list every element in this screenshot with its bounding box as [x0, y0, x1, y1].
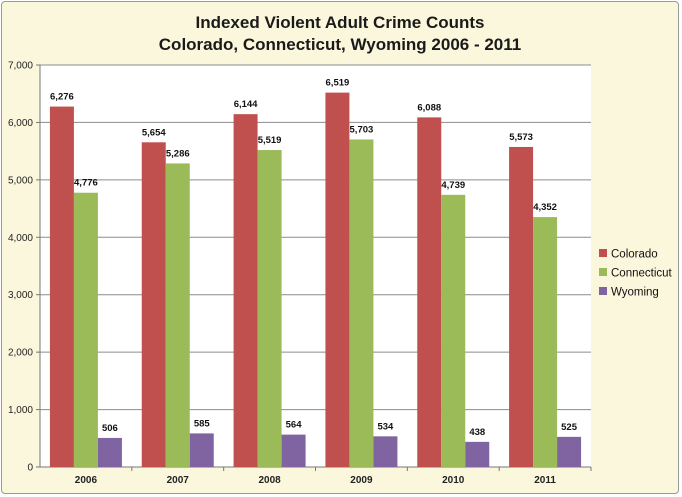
bar-wyoming: [557, 436, 582, 467]
y-tick-label: 1,000: [8, 405, 33, 416]
bars: [49, 92, 582, 468]
chart-title: Indexed Violent Adult Crime Counts: [195, 13, 484, 32]
x-tick-label: 2010: [442, 475, 465, 486]
bar-colorado: [417, 117, 442, 468]
data-label: 4,739: [441, 180, 465, 191]
bar-colorado: [325, 92, 350, 468]
data-label: 5,286: [166, 148, 190, 159]
y-tick-label: 6,000: [8, 118, 33, 129]
data-label: 4,776: [74, 178, 98, 189]
bar-connecticut: [165, 163, 190, 468]
bar-connecticut: [349, 139, 374, 467]
legend-label: Connecticut: [611, 268, 673, 280]
axes: 0 1,000 2,000 3,000 4,000 5,000 6,000 7,000 2006…: [8, 61, 592, 486]
data-label: 6,519: [326, 78, 350, 89]
bar-wyoming: [189, 433, 214, 467]
x-tick-label: 2009: [350, 475, 373, 486]
y-tick-label: 4,000: [8, 233, 33, 244]
legend-swatch: [599, 249, 607, 257]
bar-wyoming: [281, 434, 306, 467]
legend-swatch: [599, 268, 607, 276]
bar-connecticut: [73, 192, 98, 468]
data-label: 5,654: [142, 127, 166, 138]
bar-connecticut: [441, 194, 466, 467]
data-label: 506: [102, 423, 118, 434]
legend-swatch: [599, 287, 607, 295]
legend: Colorado Connecticut Wyoming: [599, 249, 673, 299]
y-tick-label: 5,000: [8, 175, 33, 186]
data-label: 5,573: [509, 132, 533, 143]
x-tick-label: 2007: [167, 475, 190, 486]
legend-label: Colorado: [611, 249, 658, 261]
data-label: 6,144: [234, 99, 258, 110]
gridlines: [40, 64, 591, 467]
data-label: 6,088: [417, 102, 441, 113]
bar-colorado: [233, 114, 258, 467]
data-label: 5,519: [258, 135, 282, 146]
x-tick-label: 2008: [258, 475, 281, 486]
y-tick-label: 2,000: [8, 348, 33, 359]
data-label: 438: [469, 427, 485, 438]
y-tick-label: 3,000: [8, 290, 33, 301]
x-tick-label: 2011: [534, 475, 556, 486]
bar-wyoming: [97, 437, 122, 467]
data-label: 5,703: [350, 124, 374, 135]
bar-colorado: [49, 106, 74, 468]
x-tick-label: 2006: [75, 475, 98, 486]
y-tick-label: 7,000: [8, 61, 33, 72]
bar-colorado: [509, 146, 534, 468]
data-label: 534: [377, 421, 394, 432]
plot-area: [40, 65, 591, 467]
bar-wyoming: [373, 436, 398, 467]
data-label: 6,276: [50, 92, 74, 103]
bar-connecticut: [533, 217, 558, 467]
bar-connecticut: [257, 150, 282, 468]
data-label: 585: [194, 418, 211, 429]
data-label: 564: [286, 420, 303, 431]
data-label: 4,352: [533, 202, 557, 213]
y-tick-label: 0: [27, 463, 33, 474]
data-label: 525: [561, 422, 578, 433]
chart-subtitle: Colorado, Connecticut, Wyoming 2006 - 20…: [159, 35, 521, 54]
legend-label: Wyoming: [611, 287, 659, 299]
bar-wyoming: [465, 441, 490, 467]
bar-colorado: [141, 142, 166, 467]
